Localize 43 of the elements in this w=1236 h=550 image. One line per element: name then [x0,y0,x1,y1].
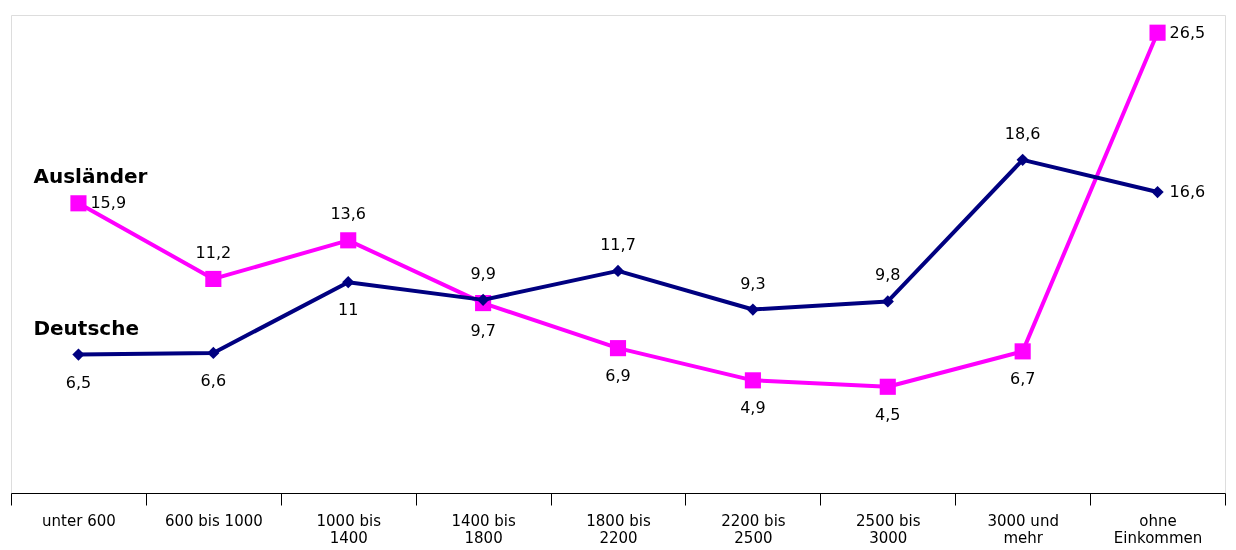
data-label: 26,5 [1169,22,1206,42]
data-label: 16,6 [1169,182,1206,202]
x-tick-label: ohne Einkommen [1113,511,1203,547]
point [611,264,625,278]
point [205,270,222,288]
data-label: 15,9 [90,193,127,213]
point [879,378,896,395]
point [1016,153,1029,166]
point [609,340,627,357]
point [744,372,761,389]
data-label: 9,9 [470,263,496,283]
data-label: 4,5 [875,404,901,424]
x-tick-label: 1400 bis 1800 [451,511,517,547]
data-label: 9,7 [470,321,496,341]
x-tick-label: 1800 bis 2200 [586,511,651,547]
series-label: Deutsche [33,315,139,340]
series-label: Ausländer [33,164,148,189]
data-label: 6,7 [1009,369,1036,389]
data-label: 18,6 [1004,123,1041,143]
data-label: 6,6 [200,370,227,390]
x-tick-label: unter 600 [42,511,116,530]
point [1014,343,1031,360]
x-tick-label: 3000 und mehr [987,511,1059,547]
data-label: 11,7 [600,234,636,254]
point [70,195,87,212]
data-label: 6,9 [605,366,631,386]
point [1151,185,1164,199]
x-tick-label: 2200 bis 2500 [721,511,786,547]
x-tick-label: 600 bis 1000 [164,511,263,530]
data-label: 11,2 [195,242,232,262]
data-label: 9,3 [740,273,766,293]
data-label: 13,6 [330,204,367,224]
data-label: 11 [338,300,359,320]
x-tick-label: 1000 bis 1400 [316,511,382,547]
point [746,303,760,316]
data-label: 4,9 [740,398,766,418]
point [1149,24,1166,41]
point [207,346,220,360]
point [340,232,357,249]
data-label: 6,5 [65,372,92,392]
point [476,293,490,306]
data-label: 9,8 [875,265,901,285]
x-tick-label: 2500 bis 3000 [856,511,921,547]
